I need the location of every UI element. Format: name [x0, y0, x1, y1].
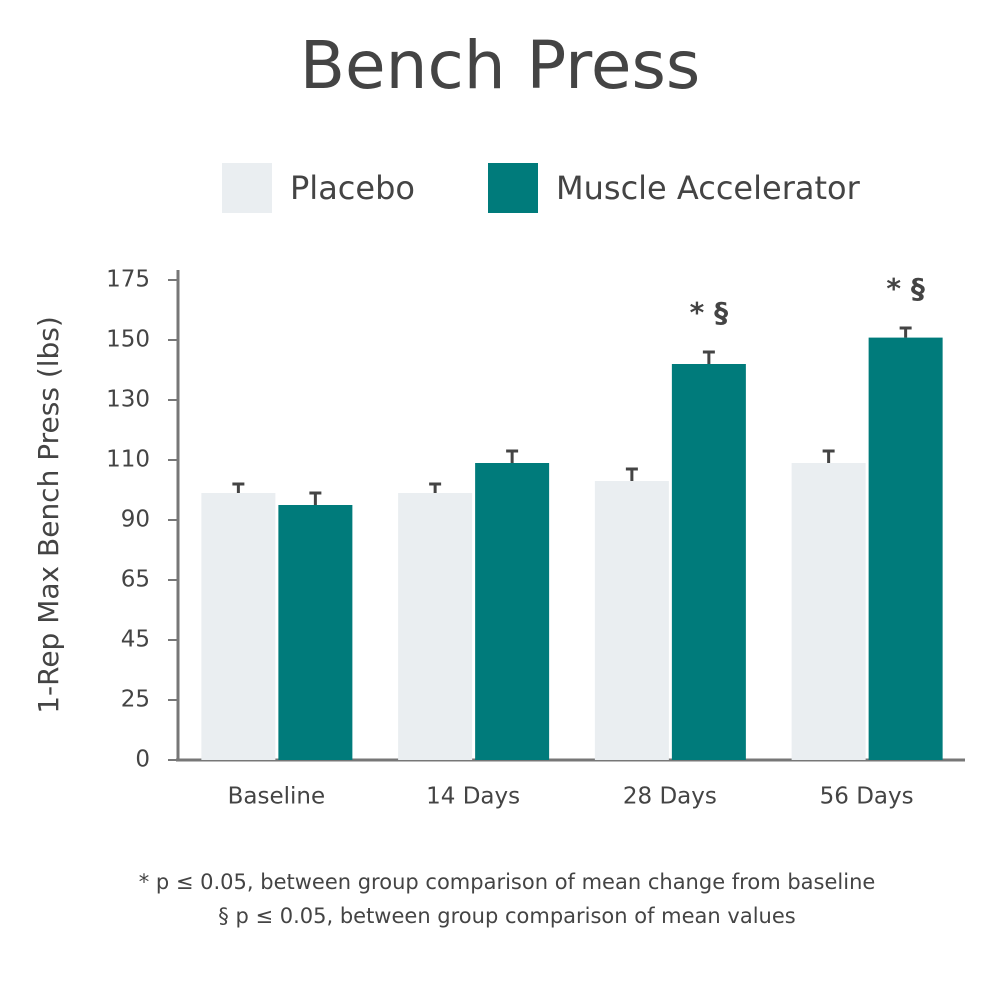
y-tick-label: 90 [121, 507, 150, 533]
bar [869, 338, 943, 760]
bar [595, 481, 669, 760]
error-bar [703, 352, 715, 364]
error-bar [429, 484, 441, 493]
y-tick-label: 0 [135, 747, 150, 773]
chart-title: Bench Press [300, 27, 701, 104]
x-tick-label: Baseline [228, 784, 326, 810]
x-tick-label: 56 Days [820, 784, 914, 810]
y-axis-label: 1-Rep Max Bench Press (lbs) [32, 316, 65, 714]
bar [672, 364, 746, 760]
legend-label: Placebo [290, 169, 415, 207]
error-bar [900, 328, 912, 338]
error-bar [823, 451, 835, 463]
bar [201, 493, 275, 760]
x-tick-label: 14 Days [426, 784, 520, 810]
y-tick-label: 65 [121, 567, 150, 593]
x-tick-label: 28 Days [623, 784, 717, 810]
error-bar [626, 469, 638, 481]
bar [792, 463, 866, 760]
bar [475, 463, 549, 760]
legend-label: Muscle Accelerator [556, 169, 861, 207]
legend-swatch [222, 163, 272, 213]
y-tick-label: 130 [106, 387, 150, 413]
y-tick-label: 150 [106, 327, 150, 353]
error-bar [309, 493, 321, 505]
legend-swatch [488, 163, 538, 213]
bar [398, 493, 472, 760]
significance-marker: * § [886, 272, 924, 305]
footnote: * p ≤ 0.05, between group comparison of … [139, 870, 876, 894]
y-tick-label: 110 [106, 447, 150, 473]
error-bar [232, 484, 244, 493]
bar [278, 505, 352, 760]
y-tick-label: 175 [106, 267, 150, 293]
y-tick-label: 25 [121, 687, 150, 713]
y-tick-label: 45 [121, 627, 150, 653]
footnote: § p ≤ 0.05, between group comparison of … [218, 904, 795, 928]
error-bar [506, 451, 518, 463]
significance-marker: * § [690, 296, 728, 329]
